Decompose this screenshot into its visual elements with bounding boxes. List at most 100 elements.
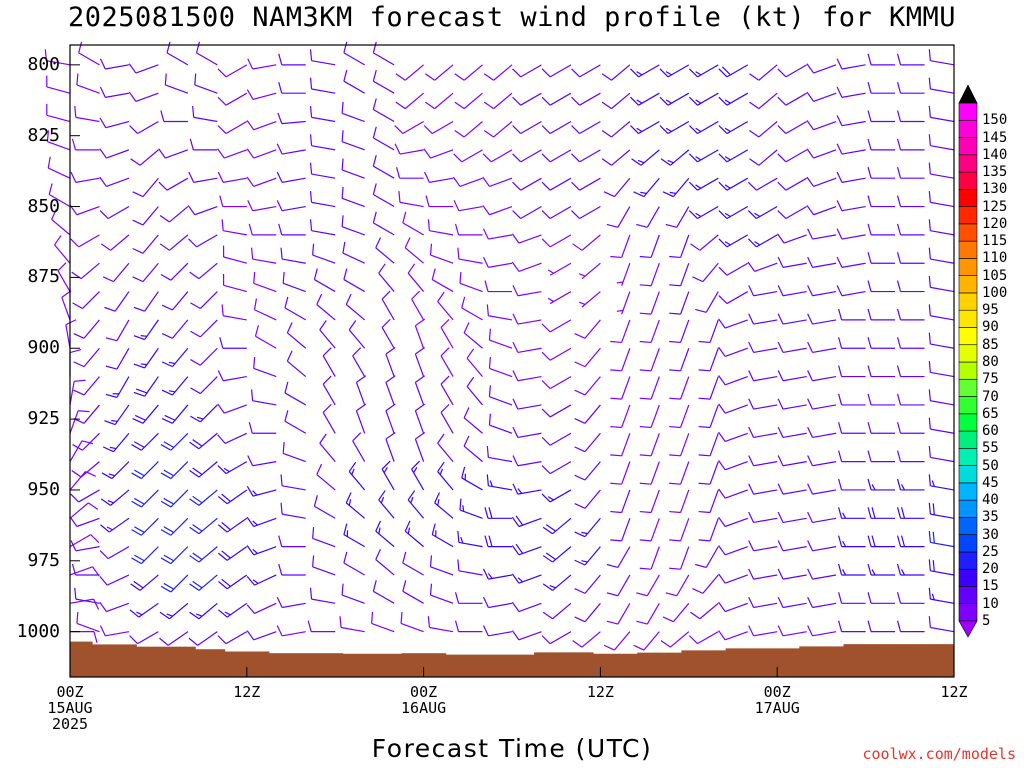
wind-barb-800-36	[571, 64, 601, 78]
wind-barb-850-34	[541, 206, 572, 220]
wind-barb-830-36	[571, 149, 601, 163]
wind-barb-960-36	[574, 517, 601, 538]
colorbar-label: 145	[982, 129, 1008, 146]
wind-barb-850-48	[747, 206, 778, 220]
wind-barb-980-8	[160, 574, 189, 593]
wind-barb-900-36	[574, 347, 601, 368]
wind-barb-940-6	[131, 461, 159, 480]
wind-barb-890-38	[610, 319, 631, 344]
wind-barb-840-24	[396, 167, 424, 179]
wind-barb-830-44	[688, 149, 719, 163]
wind-barb-960-2	[69, 516, 100, 528]
wind-barb-890-20	[345, 293, 366, 321]
wind-barb-850-26	[425, 195, 454, 208]
wind-barb-830-38	[601, 149, 631, 166]
wind-barb-920-0	[69, 379, 86, 406]
wind-barb-930-48	[748, 426, 778, 439]
wind-barb-830-18	[309, 134, 336, 151]
wind-barb-860-30	[482, 228, 513, 240]
wind-barb-980-48	[748, 568, 778, 580]
wind-barb-940-14	[247, 455, 277, 467]
wind-barb-800-42	[659, 64, 690, 78]
wind-barb-900-30	[488, 328, 513, 349]
colorbar-label: 15	[982, 578, 999, 595]
colorbar-label: 130	[982, 181, 1008, 198]
wind-barb-870-36	[579, 262, 601, 280]
wind-barb-980-14	[246, 574, 277, 586]
wind-barb-920-12	[217, 403, 248, 414]
wind-barb-970-12	[217, 546, 248, 561]
wind-barb-810-34	[541, 92, 572, 106]
wind-barb-900-38	[610, 348, 631, 372]
wind-barb-870-44	[692, 262, 719, 283]
wind-barb-970-46	[718, 545, 748, 556]
x-tick-line1: 00Z	[763, 683, 791, 701]
wind-barb-820-52	[806, 120, 837, 131]
wind-barb-990-32	[511, 601, 542, 613]
wind-barb-940-0	[69, 440, 94, 462]
wind-barb-900-8	[161, 347, 189, 368]
wind-barb-970-2	[70, 540, 100, 552]
wind-barb-960-12	[217, 517, 248, 533]
wind-barb-820-14	[246, 120, 277, 131]
wind-barb-970-28	[457, 531, 483, 548]
wind-barb-990-56	[867, 592, 896, 604]
wind-barb-920-54	[838, 393, 866, 406]
wind-barb-920-24	[414, 375, 426, 406]
wind-barb-1000-40	[633, 631, 660, 651]
y-tick-label: 800	[27, 53, 60, 75]
wind-barb-850-42	[665, 206, 690, 228]
surface-segment-1	[92, 644, 137, 677]
wind-barb-810-54	[836, 86, 866, 98]
wind-barb-820-56	[867, 110, 896, 123]
wind-barb-870-6	[132, 262, 159, 283]
wind-barb-980-24	[402, 551, 424, 576]
wind-barb-990-4	[99, 601, 130, 613]
colorbar-label: 140	[982, 146, 1008, 163]
wind-barb-930-16	[284, 410, 307, 434]
colorbar-label: 20	[982, 561, 999, 578]
wind-barb-850-4	[99, 206, 130, 220]
wind-barb-800-22	[372, 41, 395, 66]
wind-barb-980-28	[457, 559, 483, 576]
credit-link[interactable]: coolwx.com/models	[862, 745, 1016, 763]
x-tick-line1: 12Z	[586, 683, 614, 701]
wind-barb-820-44	[688, 121, 719, 135]
wind-barb-870-40	[639, 263, 660, 287]
colorbar-label: 85	[982, 336, 999, 353]
wind-barb-920-30	[488, 385, 513, 406]
wind-barb-860-14	[248, 223, 277, 236]
wind-barb-1000-52	[807, 625, 837, 637]
colorbar-swatch-60	[958, 413, 978, 432]
wind-barb-810-2	[76, 73, 100, 94]
wind-barb-830-22	[372, 126, 395, 151]
wind-barb-830-54	[836, 143, 866, 155]
wind-barb-980-30	[482, 568, 513, 580]
wind-barb-960-28	[459, 498, 483, 519]
wind-barb-890-8	[161, 319, 189, 339]
wind-barb-940-38	[610, 461, 631, 485]
surface-segment-13	[725, 648, 800, 677]
wind-barb-970-20	[343, 523, 365, 548]
colorbar-upper-arrow	[958, 84, 978, 104]
wind-barb-860-22	[372, 211, 395, 236]
wind-barb-800-38	[601, 64, 631, 81]
wind-barb-840-58	[896, 167, 925, 179]
wind-barb-800-60	[928, 49, 955, 66]
wind-barb-940-52	[807, 455, 837, 467]
wind-barb-920-8	[161, 404, 189, 424]
wind-barb-860-18	[309, 219, 336, 236]
wind-barb-920-22	[385, 375, 396, 406]
wind-barb-870-0	[54, 235, 71, 264]
wind-barb-940-24	[414, 431, 426, 462]
colorbar-swatch-75	[958, 361, 978, 380]
wind-barb-930-54	[838, 422, 866, 434]
colorbar-swatch-80	[958, 344, 978, 363]
wind-barb-960-22	[378, 490, 395, 519]
wind-barb-970-24	[404, 520, 424, 548]
wind-barb-950-50	[777, 483, 807, 495]
wind-barb-980-26	[429, 555, 454, 576]
wind-barb-910-6	[133, 376, 159, 397]
wind-barb-970-10	[189, 546, 218, 563]
wind-barb-920-60	[928, 389, 955, 406]
